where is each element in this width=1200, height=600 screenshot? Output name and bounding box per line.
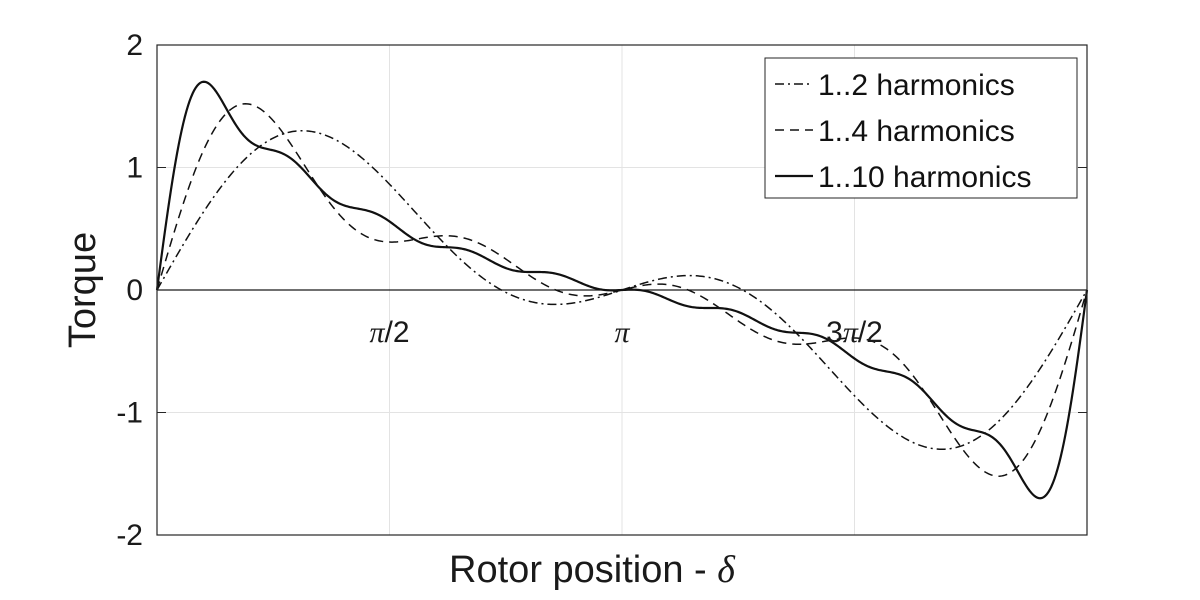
legend-entry-label: 1..2 harmonics [818, 69, 1015, 102]
series-group [155, 80, 1089, 500]
x-tick-labels: π/2 π 3π/2 [369, 316, 882, 349]
x-axis-label-text: Rotor position - [449, 549, 717, 591]
series-line-10-harmonics [155, 80, 1089, 500]
y-tick-label: -2 [116, 519, 143, 552]
y-axis-label: Torque [62, 232, 104, 348]
x-tick-label: π [614, 316, 630, 349]
x-tick-label: π/2 [369, 316, 409, 349]
legend-box [764, 57, 1078, 199]
plot-frame [156, 44, 1088, 536]
y-tick-label: -1 [116, 397, 143, 430]
y-tick-label: 2 [126, 29, 143, 62]
y-tick-labels: 2 1 0 -1 -2 [116, 29, 143, 552]
x-axis-label: Rotor position - δ [449, 549, 736, 591]
legend: 1..2 harmonics 1..4 harmonics 1..10 harmon… [764, 57, 1078, 199]
x-tick-label: 3π/2 [826, 316, 883, 349]
series-line-4-harmonics [156, 103, 1088, 477]
x-axis-label-symbol: δ [717, 549, 736, 591]
y-tick-label: 1 [126, 152, 143, 185]
legend-entry-label: 1..4 harmonics [818, 115, 1015, 148]
y-tick-label: 0 [126, 274, 143, 307]
legend-entry-label: 1..10 harmonics [818, 161, 1031, 194]
